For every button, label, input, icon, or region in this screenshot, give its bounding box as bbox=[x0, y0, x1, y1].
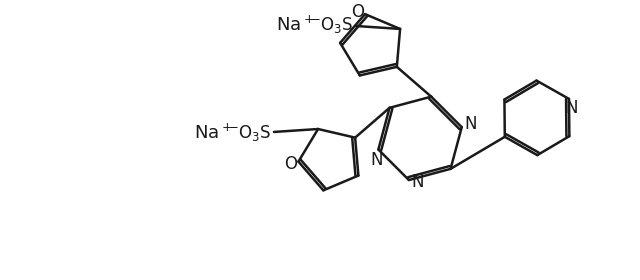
Text: N: N bbox=[465, 115, 477, 133]
Text: $^{-}$O$_3$S: $^{-}$O$_3$S bbox=[310, 15, 353, 35]
Text: N: N bbox=[566, 99, 578, 117]
Text: O: O bbox=[284, 155, 297, 172]
Text: O: O bbox=[351, 3, 364, 21]
Text: N: N bbox=[370, 151, 383, 169]
Text: Na$^+$: Na$^+$ bbox=[276, 15, 314, 35]
Text: $^{-}$O$_3$S: $^{-}$O$_3$S bbox=[228, 123, 271, 143]
Text: N: N bbox=[412, 173, 424, 191]
Text: Na$^+$: Na$^+$ bbox=[194, 123, 232, 143]
